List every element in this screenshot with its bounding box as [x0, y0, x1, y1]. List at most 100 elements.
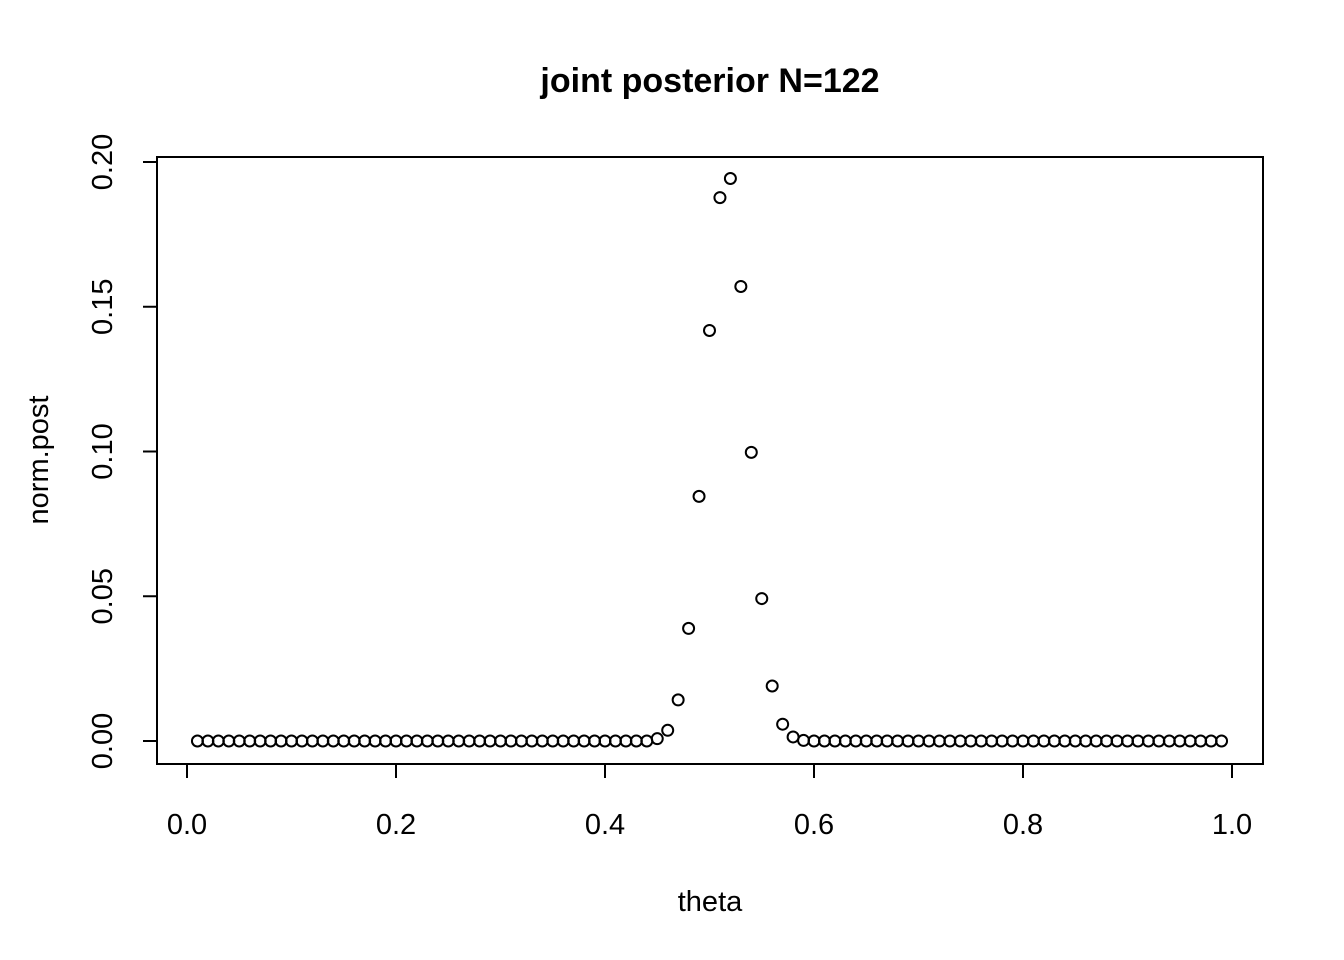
data-point	[1058, 734, 1072, 748]
data-point	[274, 734, 288, 748]
data-point	[567, 734, 581, 748]
data-point	[1068, 734, 1082, 748]
data-point	[243, 734, 257, 748]
y-axis-label: norm.post	[23, 396, 55, 525]
data-point	[723, 172, 737, 186]
data-point	[891, 734, 905, 748]
data-point	[901, 734, 915, 748]
plot-frame	[156, 156, 1264, 765]
data-point	[431, 734, 445, 748]
data-point	[985, 734, 999, 748]
data-point	[650, 732, 664, 746]
data-point	[420, 734, 434, 748]
data-point	[797, 733, 811, 747]
data-points	[190, 172, 1229, 748]
data-point	[943, 734, 957, 748]
y-tick-label: 0.20	[87, 134, 119, 190]
y-tick-label: 0.15	[87, 279, 119, 335]
data-point	[285, 734, 298, 748]
data-point	[828, 734, 842, 748]
data-point	[399, 734, 413, 748]
data-point	[295, 734, 309, 748]
data-point	[817, 734, 831, 748]
x-tick-label: 0.2	[376, 809, 416, 841]
data-point	[640, 734, 654, 748]
data-point	[598, 734, 612, 748]
data-point	[1026, 734, 1040, 748]
data-point	[1100, 734, 1114, 748]
data-point	[1016, 734, 1030, 748]
data-point	[713, 191, 727, 205]
data-point	[619, 734, 633, 748]
data-point	[765, 679, 779, 693]
x-axis-label: theta	[678, 886, 743, 918]
data-point	[504, 734, 518, 748]
data-point	[922, 734, 936, 748]
data-point	[462, 734, 476, 748]
data-point	[452, 734, 466, 748]
y-tick-label: 0.05	[87, 568, 119, 624]
data-point	[1079, 734, 1093, 748]
data-point	[347, 734, 361, 748]
data-point	[744, 445, 758, 459]
data-point	[525, 734, 539, 748]
data-point	[556, 734, 570, 748]
y-tick-label: 0.10	[87, 423, 119, 479]
data-point	[588, 734, 602, 748]
y-tick-label: 0.00	[87, 713, 119, 769]
x-tick-label: 0.6	[794, 809, 834, 841]
data-point	[1183, 734, 1197, 748]
data-point	[786, 730, 800, 744]
data-point	[964, 734, 978, 748]
data-point	[974, 734, 988, 748]
data-point	[859, 734, 873, 748]
data-point	[629, 734, 643, 748]
data-point	[494, 734, 507, 748]
data-point	[608, 734, 622, 748]
x-tick-label: 0.0	[167, 809, 207, 841]
data-point	[661, 723, 675, 737]
data-point	[776, 717, 790, 731]
data-point	[441, 734, 455, 748]
data-point	[305, 734, 319, 748]
data-point	[1162, 734, 1176, 748]
data-point	[514, 734, 528, 748]
chart-title: joint posterior N=122	[539, 62, 879, 100]
data-point	[703, 323, 716, 337]
data-point	[1110, 734, 1124, 748]
data-point	[1141, 734, 1155, 748]
data-point	[232, 734, 246, 748]
data-point	[1204, 734, 1218, 748]
data-point	[222, 734, 236, 748]
data-point	[253, 734, 267, 748]
data-point	[870, 734, 884, 748]
data-point	[358, 734, 372, 748]
data-point	[546, 734, 560, 748]
x-tick-label: 1.0	[1212, 809, 1252, 841]
x-tick-label: 0.8	[1003, 809, 1043, 841]
y-axis: 0.00 0.05 0.10 0.15 0.20	[87, 134, 158, 769]
data-point	[1037, 734, 1051, 748]
data-point	[1131, 734, 1145, 748]
data-point	[379, 734, 393, 748]
data-point	[1152, 734, 1166, 748]
data-point	[838, 734, 852, 748]
data-point	[682, 621, 696, 635]
data-point	[326, 734, 340, 748]
data-point	[671, 693, 685, 707]
data-point	[755, 592, 769, 606]
data-point	[995, 734, 1009, 748]
data-point	[190, 734, 204, 748]
data-point	[483, 734, 497, 748]
data-point	[211, 734, 225, 748]
data-point	[264, 734, 278, 748]
data-point	[1173, 734, 1187, 748]
data-point	[849, 734, 863, 748]
data-point	[389, 734, 403, 748]
data-point	[1047, 734, 1061, 748]
data-point	[368, 734, 382, 748]
data-point	[807, 734, 821, 748]
data-point	[1215, 734, 1229, 748]
data-point	[316, 734, 330, 748]
